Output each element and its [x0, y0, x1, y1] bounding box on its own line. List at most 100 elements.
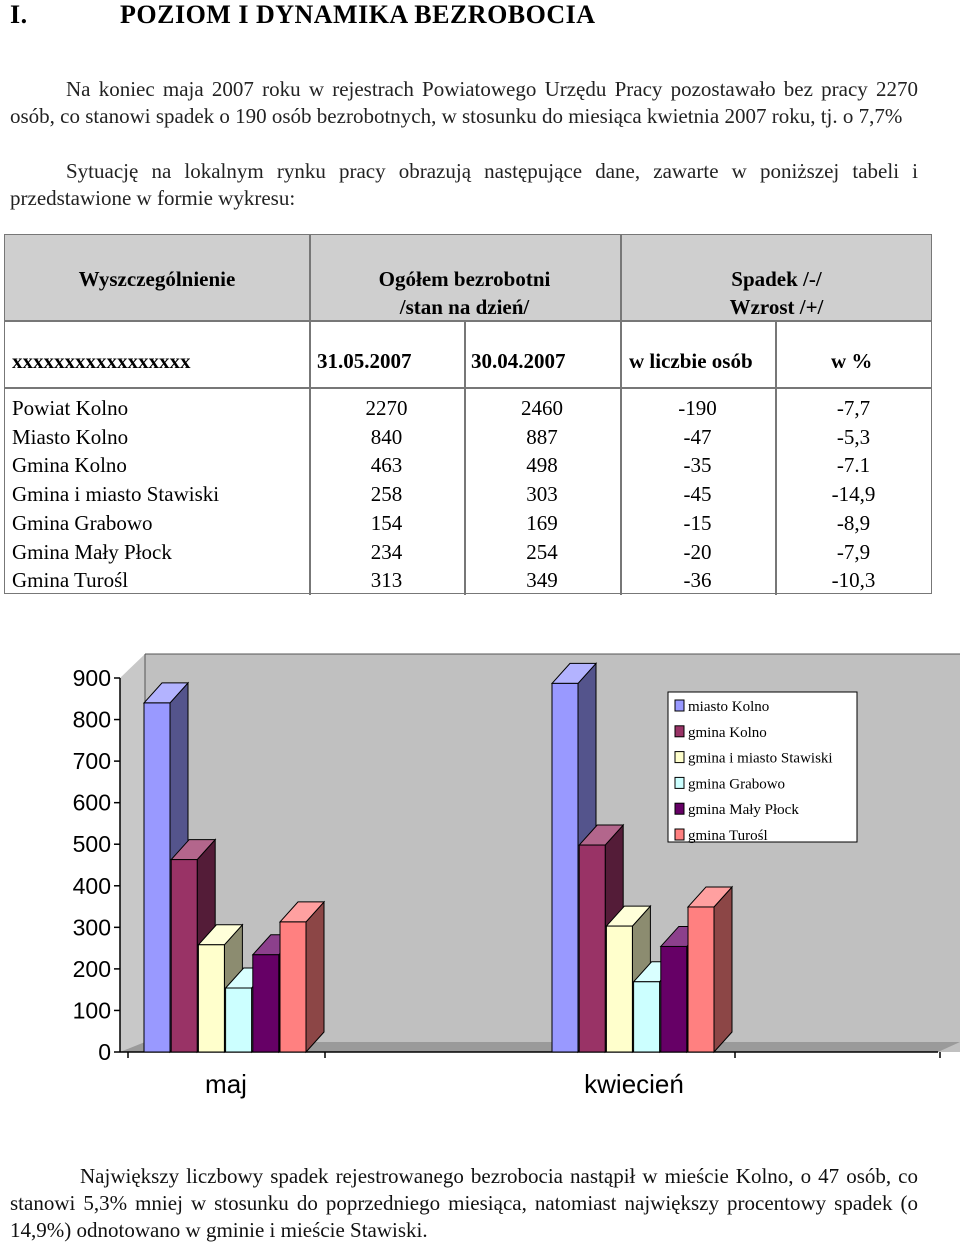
table-header-background: [5, 235, 931, 321]
header-change-line1: Spadek /-/: [731, 267, 822, 291]
table-row-name: Miasto Kolno: [12, 424, 129, 449]
bar-front: [252, 954, 280, 1053]
table-cell-pct: -10,3: [831, 568, 876, 593]
subheader-placeholder: xxxxxxxxxxxxxxxxx: [12, 349, 191, 373]
table-row-name: Gmina Turośl: [12, 568, 129, 593]
summary-paragraph: Największy liczbowy spadek rejestrowaneg…: [10, 1163, 918, 1244]
table-cell-may: 840: [370, 424, 403, 449]
y-tick-label: 100: [73, 997, 111, 1023]
bar-side: [713, 885, 733, 1054]
table-cell-may: 154: [370, 510, 403, 535]
x-category-label: maj: [205, 1069, 247, 1099]
lead-text: Sytuację na lokalnym rynku pracy obrazuj…: [10, 159, 918, 210]
lead-paragraph: Sytuację na lokalnym rynku pracy obrazuj…: [10, 158, 918, 212]
table-row-name: Gmina Kolno: [12, 453, 127, 478]
table-cell-diff: -20: [683, 539, 712, 564]
subheader-count: w liczbie osób: [629, 349, 753, 373]
bar-front: [279, 921, 307, 1053]
y-tick-label: 700: [73, 748, 111, 774]
legend-swatch: [674, 725, 685, 738]
header-specification: Wyszczególnienie: [78, 267, 236, 291]
table-cell-may: 2270: [365, 396, 408, 420]
bar-front: [170, 859, 198, 1053]
y-tick-label: 400: [73, 873, 111, 899]
table-cell-apr: 887: [526, 424, 558, 449]
legend-swatch: [674, 776, 685, 789]
bar-side: [305, 900, 325, 1054]
chart-floor: [120, 1042, 960, 1052]
table-cell-apr: 2460: [521, 396, 563, 420]
y-tick-label: 200: [73, 956, 111, 982]
header-total-unemployed: Ogółem bezrobotni /stan na dzień/: [309, 265, 620, 321]
y-tick-label: 300: [73, 914, 111, 940]
legend-label: gmina Turośl: [688, 828, 768, 844]
table-cell-diff: -190: [678, 396, 717, 420]
section-title: POZIOM I DYNAMIKA BEZROBOCIA: [120, 0, 596, 29]
table-row-name: Gmina Mały Płock: [12, 539, 172, 564]
summary-text: Największy liczbowy spadek rejestrowaneg…: [10, 1164, 918, 1242]
legend-label: miasto Kolno: [688, 699, 769, 715]
bar-front: [633, 981, 661, 1053]
y-tick-label: 500: [73, 831, 111, 857]
table-cell-pct: -5,3: [836, 424, 871, 449]
subheader-date-may: 31.05.2007: [317, 349, 412, 373]
table-row-name: Gmina i miasto Stawiski: [12, 482, 220, 507]
legend-label: gmina Grabowo: [688, 776, 785, 792]
table-cell-apr: 349: [526, 568, 558, 593]
section-number: I.: [10, 0, 28, 29]
legend-label: gmina Mały Płock: [688, 802, 799, 818]
table-cell-may: 258: [370, 482, 403, 507]
y-tick-label: 600: [73, 790, 111, 816]
y-tick-label: 900: [73, 665, 111, 691]
y-tick-label: 800: [73, 707, 111, 733]
table-cell-diff: -45: [683, 482, 712, 507]
table-cell-apr: 498: [526, 453, 558, 478]
table-cell-pct: -7,9: [836, 539, 871, 564]
table-cell-pct: -7.1: [836, 453, 871, 478]
bar-front: [687, 906, 715, 1053]
legend-label: gmina Kolno: [688, 725, 767, 741]
legend-swatch: [674, 751, 685, 764]
bar-front: [605, 925, 633, 1053]
bar-front: [225, 987, 253, 1053]
table-cell-pct: -7,7: [836, 396, 871, 420]
table-cell-pct: -14,9: [831, 482, 876, 507]
table-cell-may: 313: [370, 568, 403, 593]
chart-legend-box: [667, 691, 858, 843]
legend-label: gmina i miasto Stawiski: [688, 751, 833, 767]
table-cell-diff: -36: [683, 568, 712, 593]
unemployment-chart: 0 100 200 300 400 500 600 700 800 900 maj kwiecień…: [73, 653, 960, 1099]
table-cell-apr: 254: [526, 539, 558, 564]
x-category-label: kwiecień: [584, 1069, 684, 1099]
header-change: Spadek /-/ Wzrost /+/: [620, 265, 933, 321]
table-cell-pct: -8,9: [836, 510, 871, 535]
table-cell-diff: -15: [683, 510, 712, 535]
unemployment-table: Wyszczególnienie Ogółem bezrobotni /stan…: [4, 234, 933, 595]
bar-front: [660, 945, 688, 1053]
bar-front: [197, 944, 225, 1053]
table-row-name: Gmina Grabowo: [12, 510, 153, 535]
table-cell-may: 234: [370, 539, 403, 564]
bar-front: [551, 682, 579, 1053]
header-total-line2: /stan na dzień/: [399, 295, 530, 319]
table-cell-apr: 303: [526, 482, 558, 507]
bar-front: [578, 844, 606, 1053]
section-heading: I. POZIOM I DYNAMIKA BEZROBOCIA: [10, 0, 596, 30]
header-total-line1: Ogółem bezrobotni: [378, 267, 551, 291]
bar-0-5: [278, 900, 326, 1054]
table-cell-diff: -35: [683, 453, 712, 478]
header-change-line2: Wzrost /+/: [729, 295, 824, 319]
table-cell-may: 463: [370, 453, 403, 478]
table-cell-apr: 169: [526, 510, 558, 535]
legend-swatch: [674, 699, 685, 712]
subheader-date-april: 30.04.2007: [471, 349, 566, 373]
y-tick-label: 0: [98, 1039, 111, 1065]
table-row-name: Powiat Kolno: [12, 396, 129, 420]
bar-front: [143, 702, 171, 1053]
subheader-percent: w %: [831, 349, 873, 373]
table-cell-diff: -47: [683, 424, 712, 449]
intro-text: Na koniec maja 2007 roku w rejestrach Po…: [10, 77, 918, 128]
chart-side-wall: [120, 654, 145, 1052]
bar-1-5: [686, 885, 734, 1054]
legend-swatch: [674, 802, 685, 815]
